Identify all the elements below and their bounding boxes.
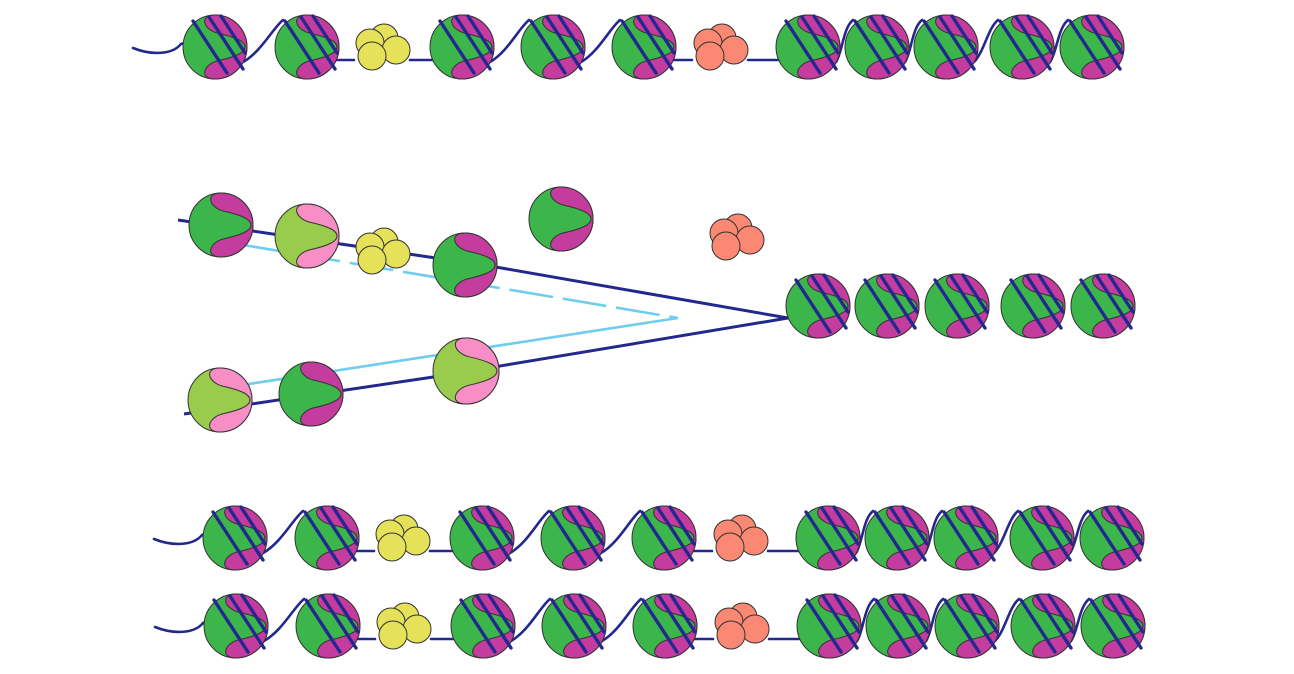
dna-wrap: [863, 273, 919, 334]
yellow-histone-particle: [355, 227, 411, 275]
dna-wrap: [805, 593, 861, 654]
dna-wrap: [211, 505, 267, 566]
dna-wrap: [922, 14, 978, 75]
salmon-histone-particle: [693, 23, 749, 71]
dna-wrap: [459, 593, 515, 654]
dna-wrap: [620, 14, 676, 75]
dna-wrap: [283, 14, 339, 75]
dna-wrap: [550, 593, 606, 654]
dna-wrap: [804, 505, 860, 566]
dna-wrap: [784, 14, 840, 75]
dna-wrap: [529, 14, 585, 75]
dna-wrap: [1068, 14, 1124, 75]
daughter-chromatin-1-linker-dna: [152, 509, 1090, 555]
dna-wrap: [998, 14, 1054, 75]
dna-wrap: [303, 505, 359, 566]
dna-wrap: [458, 505, 514, 566]
dna-wrap: [853, 14, 909, 75]
dna-wrap: [873, 505, 929, 566]
daughter-chromatin-2-linker-dna: [153, 597, 1091, 643]
dna-wrap-layer: [191, 14, 1145, 654]
dna-wrap: [641, 593, 697, 654]
parental-nucleosome: [278, 361, 344, 427]
dna-wrap: [1088, 505, 1144, 566]
dna-wrap: [1019, 593, 1075, 654]
dna-wrap: [191, 14, 247, 75]
dna-wrap: [304, 593, 360, 654]
parental-nucleosome: [188, 192, 254, 258]
dna-wrap: [640, 505, 696, 566]
yellow-histone-particle: [376, 602, 432, 650]
salmon-histone-particle: [713, 514, 769, 562]
objects-layer: [182, 14, 1146, 659]
dna-wrap: [1089, 593, 1145, 654]
lagging-nascent-strand: [189, 234, 679, 320]
dna-wrap: [1009, 273, 1065, 334]
new-nucleosome: [432, 337, 500, 405]
displaced-nucleosome: [528, 186, 594, 252]
salmon-histone-particle: [714, 602, 770, 650]
dna-wrap: [942, 505, 998, 566]
new-nucleosome: [274, 203, 340, 269]
displaced-salmon-particle: [709, 213, 765, 261]
dna-wrap: [212, 593, 268, 654]
dna-wrap: [874, 593, 930, 654]
parental-chromatin-linker-dna: [131, 18, 1070, 64]
dna-wrap: [1018, 505, 1074, 566]
dna-wrap: [549, 505, 605, 566]
dna-wrap: [794, 273, 850, 334]
yellow-histone-particle: [355, 23, 411, 71]
dna-wrap: [1079, 273, 1135, 334]
new-nucleosome: [187, 367, 253, 433]
dna-wrap: [438, 14, 494, 75]
yellow-histone-particle: [375, 514, 431, 562]
parental-nucleosome: [432, 232, 498, 298]
dna-wrap: [943, 593, 999, 654]
dna-wrap: [933, 273, 989, 334]
